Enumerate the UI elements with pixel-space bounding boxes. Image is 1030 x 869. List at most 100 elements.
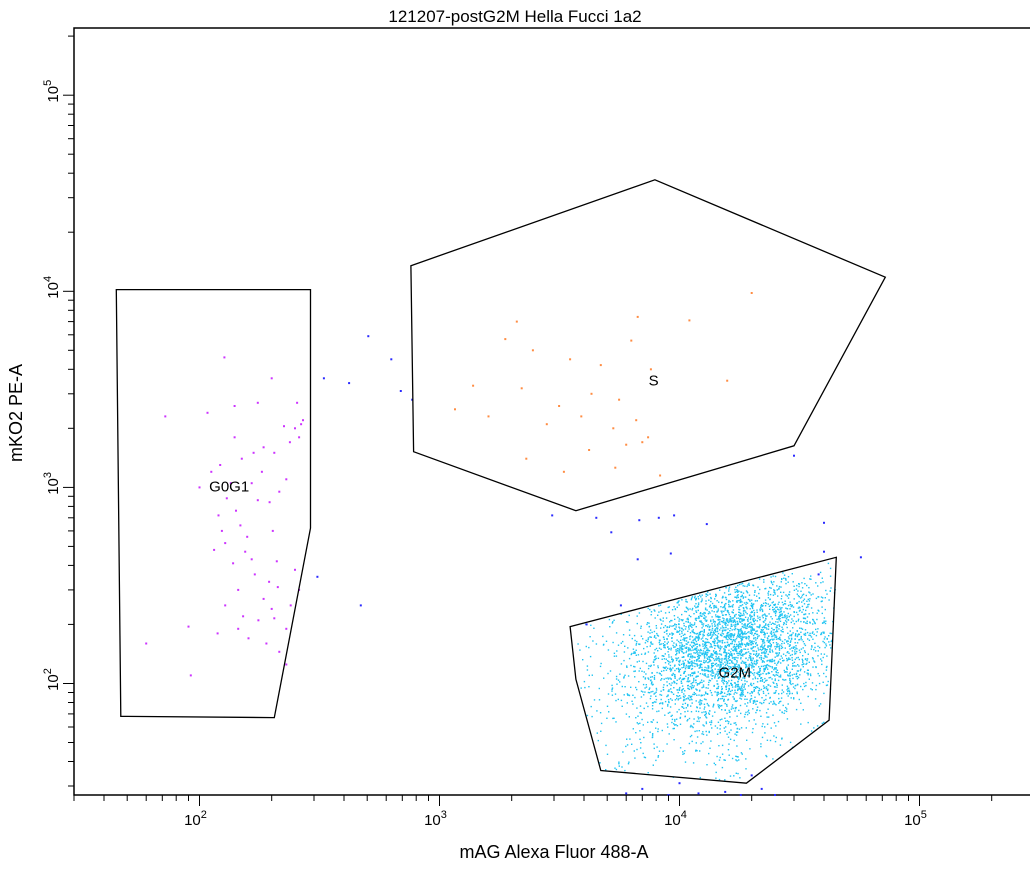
g2m-event [680,639,682,641]
g2m-event [723,680,726,682]
g2m-event [598,687,600,690]
gate-g0g1[interactable] [115,288,312,719]
g2m-event [693,671,695,674]
g2m-event [708,681,710,684]
g2m-event [740,612,742,615]
g2m-event [778,646,780,648]
g2m-event [781,595,783,597]
g2m-event [763,631,765,633]
g2m-event [819,703,822,705]
g2m-event [770,727,772,729]
g2m-event [778,647,781,650]
g2m-event [695,688,697,690]
g2m-event [684,647,686,649]
g2m-event [726,712,728,715]
g2m-event [779,617,781,620]
g2m-event [736,659,738,662]
ungated-event [348,382,351,385]
g2m-event [739,674,741,677]
g2m-event [719,633,722,636]
g2m-event [821,606,823,608]
g2m-event [653,677,656,679]
g2m-event [752,672,754,675]
g2m-event [709,670,711,673]
g2m-event [673,680,675,683]
g2m-event [798,585,800,588]
g2m-event [666,684,668,687]
g2m-event [720,610,722,612]
g2m-event [779,620,782,622]
g2m-event [674,646,676,648]
g2m-event [803,634,806,636]
g2m-event [736,661,738,663]
gate-g2m[interactable] [569,556,837,784]
g2m-event [672,727,674,730]
g2m-event [775,627,777,629]
g2m-event [703,725,705,727]
g2m-event [671,640,673,642]
g2m-event [634,651,636,653]
g2m-event [673,665,676,667]
g2m-event [703,629,705,631]
g2m-event [663,658,666,660]
gate-s[interactable] [410,179,887,512]
g2m-event [623,677,625,679]
g2m-event [723,606,725,608]
g2m-event [797,656,799,659]
g2m-event [669,698,672,700]
g2m-event [805,684,807,687]
g2m-event [721,612,723,614]
g2m-event [755,652,758,655]
g2m-event [703,674,705,676]
g2m-event [785,654,787,657]
g2m-event [740,640,742,642]
g2m-event [814,698,817,700]
g2m-event [731,611,733,613]
g2m-event [636,748,638,751]
g2m-event [717,664,719,666]
g2m-event [624,769,626,772]
g2m-event [724,651,726,654]
g2m-event [709,605,711,608]
g0g1-event [302,419,304,422]
g2m-event [693,679,695,681]
g2m-event [695,611,698,613]
g2m-event [684,702,687,705]
g2m-event [720,663,722,666]
g2m-event [687,687,689,689]
g0g1-event [268,501,271,504]
g2m-event [689,675,692,677]
g2m-event [607,649,610,651]
g2m-event [773,682,775,684]
g2m-event [703,613,705,615]
g2m-event [655,701,657,703]
g2m-event [759,624,761,626]
g2m-event [800,590,802,592]
g2m-event [724,671,726,673]
ungated-event [673,514,676,517]
g2m-event [684,695,686,697]
ungated-event [551,514,554,517]
g2m-event [736,683,738,686]
g2m-event [745,758,747,760]
g0g1-event [273,617,276,620]
g2m-event [606,753,609,755]
g2m-event [728,731,731,734]
g2m-event [791,650,794,652]
g2m-event [789,614,792,616]
g2m-event [737,634,739,636]
g2m-event [715,658,717,660]
x-axis: 102 103 104 105 [73,795,993,829]
g2m-event [678,663,680,666]
g2m-event [739,628,742,631]
s-event [525,457,528,460]
g2m-event [735,706,737,709]
g2m-event [729,738,732,740]
g2m-event [732,617,734,620]
g2m-event [710,662,713,665]
g2m-event [762,690,765,693]
g2m-event [692,644,695,647]
g2m-event [663,631,666,633]
g2m-event [758,592,760,595]
s-event [688,319,691,322]
